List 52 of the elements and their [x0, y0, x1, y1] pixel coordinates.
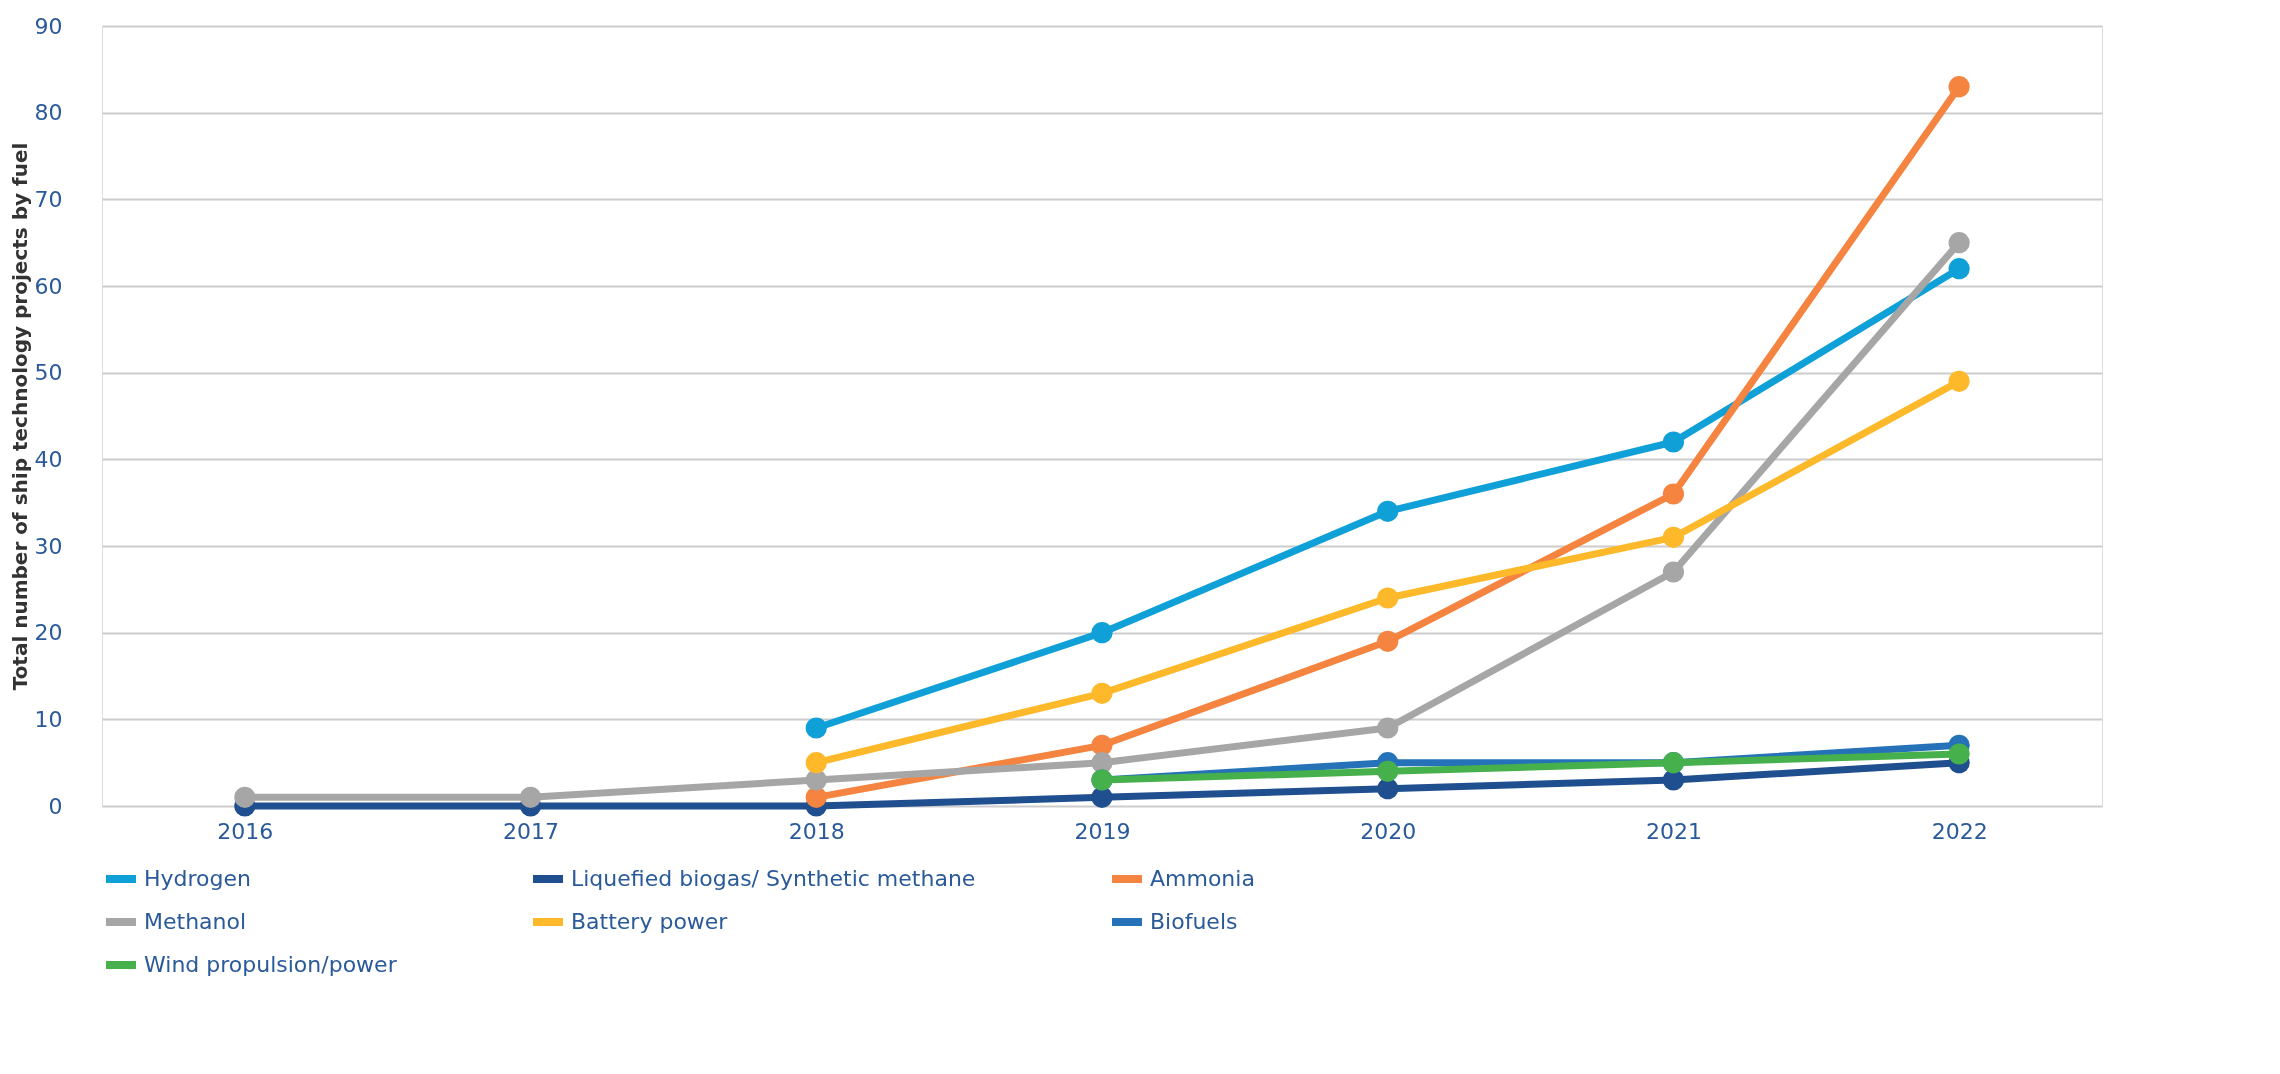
point — [805, 769, 827, 791]
y-axis-title: Total number of ship technology projects by fuel — [7, 142, 32, 691]
y-tick-label: 70 — [34, 186, 63, 212]
legend-label: Battery power — [571, 909, 729, 934]
point — [805, 717, 827, 739]
legend-label: Hydrogen — [144, 866, 251, 891]
y-tick-label: 20 — [34, 620, 63, 646]
x-tick-label: 2021 — [1645, 818, 1702, 844]
point — [1948, 743, 1970, 765]
x-tick-label: 2020 — [1360, 818, 1417, 844]
y-tick-label: 30 — [34, 533, 63, 559]
x-tick-label: 2018 — [788, 818, 845, 844]
legend-label: Wind propulsion/power — [144, 952, 398, 977]
point — [519, 786, 542, 808]
legend-label: Liquefied biogas/ Synthetic methane — [571, 866, 976, 891]
point — [1091, 752, 1113, 774]
point — [1377, 587, 1399, 609]
y-tick-label: 80 — [34, 100, 63, 126]
point — [1377, 500, 1399, 522]
y-tick-label: 50 — [34, 360, 63, 386]
point — [1377, 630, 1399, 652]
point — [1377, 760, 1399, 782]
point — [1091, 734, 1113, 756]
point — [1091, 786, 1113, 808]
y-tick-label: 90 — [34, 13, 63, 39]
x-tick-label: 2016 — [217, 818, 274, 844]
point — [1948, 76, 1970, 98]
point — [1948, 258, 1970, 280]
point — [1091, 682, 1113, 704]
point — [1377, 778, 1399, 800]
point — [1091, 622, 1113, 644]
legend-label: Methanol — [144, 909, 247, 934]
point — [1662, 431, 1685, 453]
y-tick-label: 10 — [34, 706, 63, 732]
y-tick-label: 40 — [34, 446, 63, 472]
point — [1662, 526, 1685, 548]
point — [1948, 370, 1970, 392]
point — [1662, 561, 1685, 583]
legend-label: Ammonia — [1150, 866, 1255, 891]
legend-label: Biofuels — [1150, 909, 1238, 934]
point — [234, 786, 256, 808]
point — [805, 786, 827, 808]
point — [1662, 769, 1685, 791]
y-tick-label: 60 — [34, 273, 63, 299]
x-tick-label: 2019 — [1074, 818, 1131, 844]
x-tick-label: 2022 — [1931, 818, 1988, 844]
point — [1377, 717, 1399, 739]
y-tick-label: 0 — [48, 793, 63, 819]
point — [1662, 483, 1685, 505]
point — [1948, 232, 1970, 254]
x-tick-label: 2017 — [503, 818, 560, 844]
point — [805, 752, 827, 774]
